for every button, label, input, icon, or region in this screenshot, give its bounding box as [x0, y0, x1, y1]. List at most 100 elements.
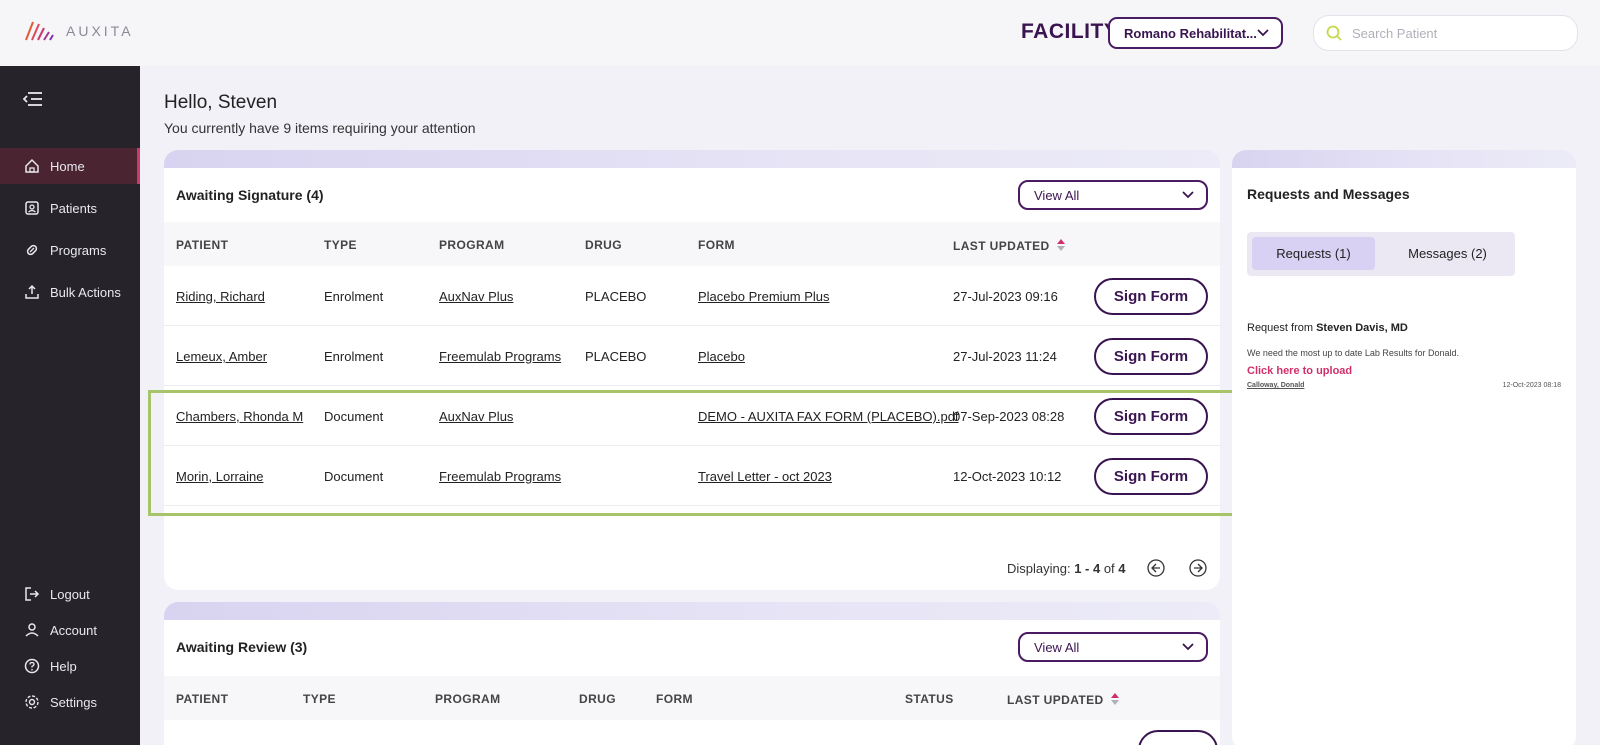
- logo-text: AUXITA: [66, 23, 134, 39]
- request-from-prefix: Request from: [1247, 322, 1317, 334]
- patients-icon: [25, 201, 39, 215]
- search-input[interactable]: [1352, 25, 1552, 41]
- partial-action-button[interactable]: [1138, 730, 1218, 745]
- patient-link[interactable]: Chambers, Rhonda M: [176, 409, 304, 424]
- request-message: We need the most up to date Lab Results …: [1247, 348, 1459, 358]
- sidebar-item-label: Home: [50, 158, 85, 174]
- last-updated-cell: 12-Oct-2023 10:12: [953, 469, 1062, 484]
- column-header-program[interactable]: PROGRAM: [439, 238, 505, 252]
- previous-page-icon[interactable]: [1146, 558, 1166, 578]
- awaiting-signature-title: Awaiting Signature (4): [176, 187, 324, 203]
- home-icon: [25, 158, 39, 173]
- type-cell: Document: [324, 409, 384, 424]
- last-updated-label: LAST UPDATED: [1007, 693, 1104, 707]
- row-highlight-box: [148, 390, 1236, 516]
- sidebar-item-account[interactable]: Account: [0, 612, 140, 648]
- sort-icon[interactable]: [1056, 238, 1066, 252]
- form-link[interactable]: Placebo Premium Plus: [698, 289, 830, 304]
- help-icon: [24, 658, 40, 674]
- sidebar-item-home[interactable]: Home: [0, 148, 140, 184]
- table-row: Chambers, Rhonda M Document AuxNav Plus …: [164, 386, 1220, 446]
- sign-form-button[interactable]: Sign Form: [1094, 458, 1208, 495]
- requests-messages-panel: Requests and Messages Requests (1) Messa…: [1232, 150, 1576, 745]
- drug-cell: PLACEBO: [585, 289, 647, 304]
- table-header: PATIENT TYPE PROGRAM DRUG FORM LAST UPDA…: [164, 222, 1220, 266]
- form-link[interactable]: Travel Letter - oct 2023: [698, 469, 832, 484]
- pagination-of: of: [1100, 561, 1119, 576]
- form-link[interactable]: DEMO - AUXITA FAX FORM (PLACEBO).pdf: [698, 409, 959, 424]
- logo[interactable]: AUXITA: [24, 20, 134, 42]
- column-header-drug[interactable]: DRUG: [579, 692, 616, 706]
- logout-icon: [25, 587, 40, 601]
- requests-tabs: Requests (1) Messages (2): [1247, 232, 1515, 276]
- type-cell: Document: [324, 469, 384, 484]
- next-page-icon[interactable]: [1188, 558, 1208, 578]
- request-patient-link[interactable]: Calloway, Donald: [1247, 382, 1305, 389]
- patient-link[interactable]: Morin, Lorraine: [176, 469, 264, 484]
- sign-form-button[interactable]: Sign Form: [1094, 278, 1208, 315]
- sidebar-item-label: Bulk Actions: [50, 284, 121, 300]
- greeting-subtitle: You currently have 9 items requiring you…: [164, 120, 476, 136]
- column-header-form[interactable]: FORM: [698, 238, 735, 252]
- patient-link[interactable]: Lemeux, Amber: [176, 349, 268, 364]
- facility-value: Romano Rehabilitat...: [1124, 25, 1257, 41]
- last-updated-label: LAST UPDATED: [953, 239, 1050, 253]
- sidebar-item-label: Settings: [50, 694, 97, 710]
- column-header-patient[interactable]: PATIENT: [176, 692, 229, 706]
- sidebar-item-bulk-actions[interactable]: Bulk Actions: [0, 274, 140, 310]
- logo-icon: [25, 21, 54, 41]
- table-row: Lemeux, Amber Enrolment Freemulab Progra…: [164, 326, 1220, 386]
- sidebar-item-patients[interactable]: Patients: [0, 190, 140, 226]
- view-all-label: View All: [1034, 639, 1080, 655]
- pagination-total: 4: [1118, 561, 1126, 576]
- top-bar: AUXITA FACILITY Romano Rehabilitat...: [0, 0, 1600, 66]
- search-icon: [1326, 25, 1342, 41]
- sidebar-item-logout[interactable]: Logout: [0, 576, 140, 612]
- column-header-program[interactable]: PROGRAM: [435, 692, 501, 706]
- last-updated-cell: 27-Jul-2023 11:24: [953, 349, 1057, 364]
- sign-form-button[interactable]: Sign Form: [1094, 338, 1208, 375]
- column-header-form[interactable]: FORM: [656, 692, 693, 706]
- program-link[interactable]: AuxNav Plus: [439, 409, 514, 424]
- patient-link[interactable]: Riding, Richard: [176, 289, 265, 304]
- last-updated-cell: 27-Jul-2023 09:16: [953, 289, 1058, 304]
- column-header-type[interactable]: TYPE: [324, 238, 357, 252]
- sidebar-item-help[interactable]: Help: [0, 648, 140, 684]
- awaiting-review-title: Awaiting Review (3): [176, 639, 308, 655]
- sidebar-item-label: Programs: [50, 242, 107, 258]
- last-updated-cell: 07-Sep-2023 08:28: [953, 409, 1065, 424]
- sidebar: Home Patients Programs Bulk Actions Logo…: [0, 66, 140, 745]
- awaiting-review-card: Awaiting Review (3) View All PATIENT TYP…: [164, 602, 1220, 745]
- column-header-last-updated[interactable]: LAST UPDATED: [953, 238, 1066, 253]
- collapse-menu-icon[interactable]: [22, 90, 44, 108]
- upload-icon: [25, 284, 39, 299]
- column-header-patient[interactable]: PATIENT: [176, 238, 229, 252]
- view-all-select[interactable]: View All: [1018, 180, 1208, 210]
- view-all-select[interactable]: View All: [1018, 632, 1208, 662]
- sidebar-item-label: Account: [50, 622, 97, 638]
- column-header-drug[interactable]: DRUG: [585, 238, 622, 252]
- sidebar-item-settings[interactable]: Settings: [0, 684, 140, 720]
- column-header-status[interactable]: STATUS: [905, 692, 954, 706]
- chevron-down-icon: [1182, 643, 1194, 651]
- upload-link[interactable]: Click here to upload: [1247, 365, 1353, 377]
- sidebar-item-programs[interactable]: Programs: [0, 232, 140, 268]
- column-header-last-updated[interactable]: LAST UPDATED: [1007, 692, 1120, 707]
- facility-select[interactable]: Romano Rehabilitat...: [1108, 17, 1283, 49]
- search-box[interactable]: [1313, 15, 1578, 51]
- requests-title: Requests and Messages: [1247, 186, 1410, 202]
- sign-form-button[interactable]: Sign Form: [1094, 398, 1208, 435]
- program-link[interactable]: Freemulab Programs: [439, 469, 562, 484]
- card-band: [164, 602, 1220, 620]
- card-band: [164, 150, 1220, 168]
- program-link[interactable]: AuxNav Plus: [439, 289, 514, 304]
- sort-icon[interactable]: [1110, 692, 1120, 706]
- account-icon: [25, 623, 39, 637]
- form-link[interactable]: Placebo: [698, 349, 745, 364]
- tab-requests[interactable]: Requests (1): [1252, 237, 1375, 270]
- sidebar-item-label: Patients: [50, 200, 97, 216]
- tab-messages[interactable]: Messages (2): [1408, 246, 1487, 261]
- request-from: Request from Steven Davis, MD: [1247, 322, 1408, 334]
- column-header-type[interactable]: TYPE: [303, 692, 336, 706]
- program-link[interactable]: Freemulab Programs: [439, 349, 562, 364]
